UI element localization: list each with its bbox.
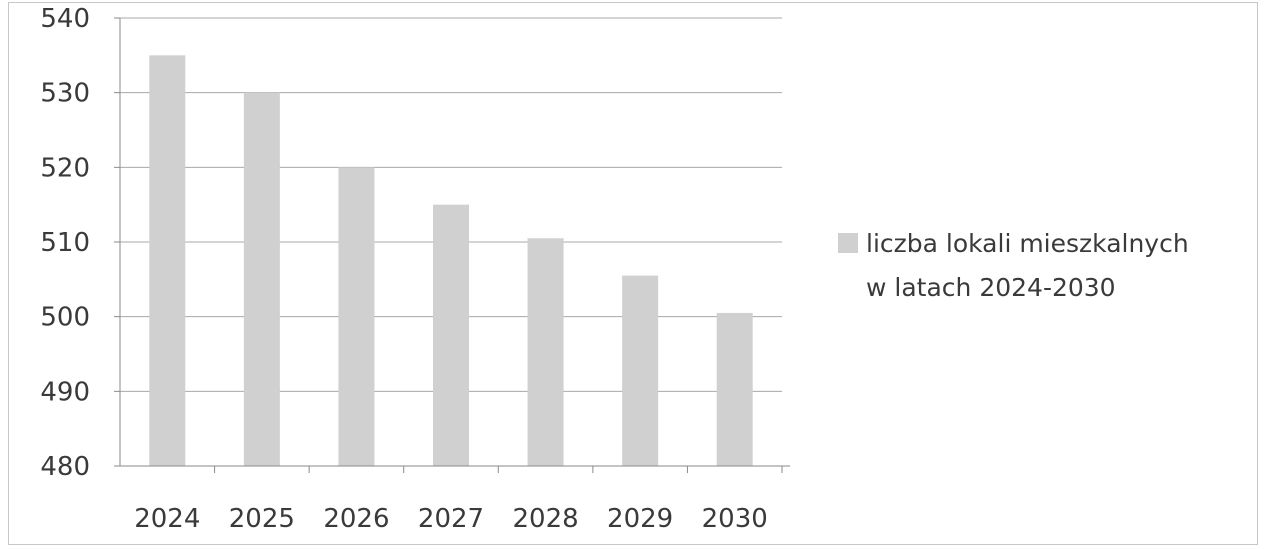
gridlines [120, 17, 782, 392]
y-tick-label: 520 [40, 153, 90, 183]
bar-2025 [243, 92, 280, 467]
bar-2029 [622, 275, 659, 466]
bar-2024 [149, 55, 186, 466]
bar-2026 [338, 167, 375, 467]
y-tick-label: 500 [40, 303, 90, 333]
x-tick-label: 2027 [418, 504, 484, 534]
bar-2028 [527, 238, 564, 466]
y-tick-label: 540 [40, 4, 90, 34]
x-tick-label: 2029 [607, 504, 673, 534]
y-tick-label: 510 [40, 228, 90, 258]
x-tick-label: 2026 [323, 504, 389, 534]
y-tick-label: 490 [40, 377, 90, 407]
x-tick-label: 2025 [229, 504, 295, 534]
bar-2027 [433, 204, 469, 466]
y-tick-labels: 480 490 500 510 520 530 540 [40, 4, 90, 482]
x-tick-label: 2024 [134, 504, 200, 534]
y-tick-label: 530 [40, 79, 90, 109]
legend-swatch [838, 233, 858, 253]
x-tick-labels: 2024 2025 2026 2027 2028 2029 2030 [134, 504, 768, 534]
axes [114, 17, 790, 473]
bar-2030 [716, 312, 753, 466]
y-tick-label: 480 [40, 452, 90, 482]
x-tick-label: 2028 [512, 504, 578, 534]
legend: liczba lokali mieszkalnych w latach 2024… [838, 229, 1189, 302]
legend-label-line-1: liczba lokali mieszkalnych [866, 229, 1189, 258]
x-tick-label: 2030 [702, 504, 768, 534]
bars [149, 55, 753, 467]
legend-label-line-2: w latach 2024-2030 [866, 273, 1116, 302]
